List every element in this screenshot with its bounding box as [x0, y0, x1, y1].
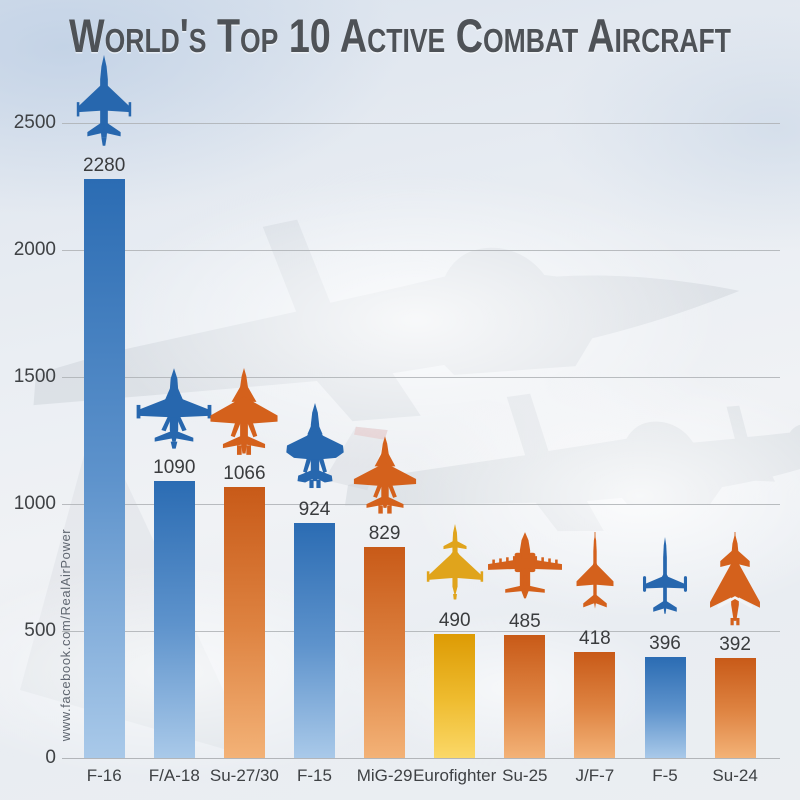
- background-jet-large: [33, 219, 740, 422]
- y-axis-tick-1500: 1500: [13, 366, 56, 387]
- gridline-500: [62, 631, 780, 632]
- value-label-f-5: 396: [649, 633, 681, 655]
- gridline-1000: [62, 504, 780, 505]
- category-label-j-f-7: J/F-7: [575, 766, 615, 785]
- f-a-18-topview-icon: [136, 368, 212, 449]
- value-label-su-25: 485: [508, 610, 541, 632]
- gridline-0: [62, 758, 780, 759]
- f-15-topview-icon: [285, 403, 344, 489]
- bar-f-a-18: [153, 481, 195, 758]
- gridline-2500: [62, 123, 780, 124]
- value-label-su-27-30: 1066: [223, 463, 266, 485]
- su-27-30-topview-icon: [210, 368, 278, 456]
- value-label-su-24: 392: [719, 634, 751, 656]
- f-5-topview-icon: [642, 537, 688, 615]
- category-label-mig-29: MiG-29: [356, 766, 413, 785]
- category-label-f-15: F-15: [297, 766, 332, 785]
- category-label-su-25: Su-25: [502, 766, 548, 785]
- value-label-f-a-18: 1090: [153, 457, 196, 479]
- category-label-f-a-18: F/A-18: [148, 766, 200, 785]
- f-16-topview-icon: [76, 54, 132, 146]
- bar-j-f-7: [574, 651, 616, 758]
- value-label-eurofighter: 490: [438, 609, 471, 631]
- bar-f-15: [294, 523, 335, 758]
- watermark-url: www.facebook.com/RealAirPower: [58, 528, 73, 742]
- eurofighter-topview-icon: [426, 523, 483, 600]
- y-axis-tick-2000: 2000: [13, 239, 56, 260]
- chart-title: World's Top 10 Active Combat Aircraft: [69, 10, 731, 63]
- category-label-f-5: F-5: [652, 766, 678, 785]
- su-24-topview-icon: [710, 532, 761, 626]
- category-label-eurofighter: Eurofighter: [413, 766, 497, 785]
- y-axis-tick-2500: 2500: [13, 112, 56, 133]
- y-axis-tick-1000: 1000: [13, 493, 56, 514]
- y-axis-tick-0: 0: [45, 747, 56, 768]
- su-25-topview-icon: [487, 531, 562, 599]
- bar-su-24: [714, 658, 756, 758]
- category-label-su-24: Su-24: [712, 766, 758, 785]
- gridline-1500: [62, 377, 780, 378]
- bar-eurofighter: [434, 633, 476, 758]
- bar-f-16: [83, 178, 125, 758]
- value-label-f-16: 2280: [83, 154, 126, 176]
- category-label-su-27-30: Su-27/30: [209, 766, 279, 785]
- value-label-f-15: 924: [298, 499, 331, 521]
- bar-su-27-30: [223, 487, 265, 758]
- mig-29-topview-icon: [353, 436, 416, 514]
- value-label-j-f-7: 418: [579, 627, 611, 649]
- category-label-f-16: F-16: [86, 766, 122, 785]
- j-f-7-topview-icon: [576, 531, 614, 609]
- bar-mig-29: [364, 547, 406, 758]
- bar-su-25: [504, 634, 546, 758]
- y-axis-tick-500: 500: [24, 620, 56, 641]
- value-label-mig-29: 829: [368, 523, 401, 545]
- bar-f-5: [644, 657, 686, 758]
- gridline-2000: [62, 250, 780, 251]
